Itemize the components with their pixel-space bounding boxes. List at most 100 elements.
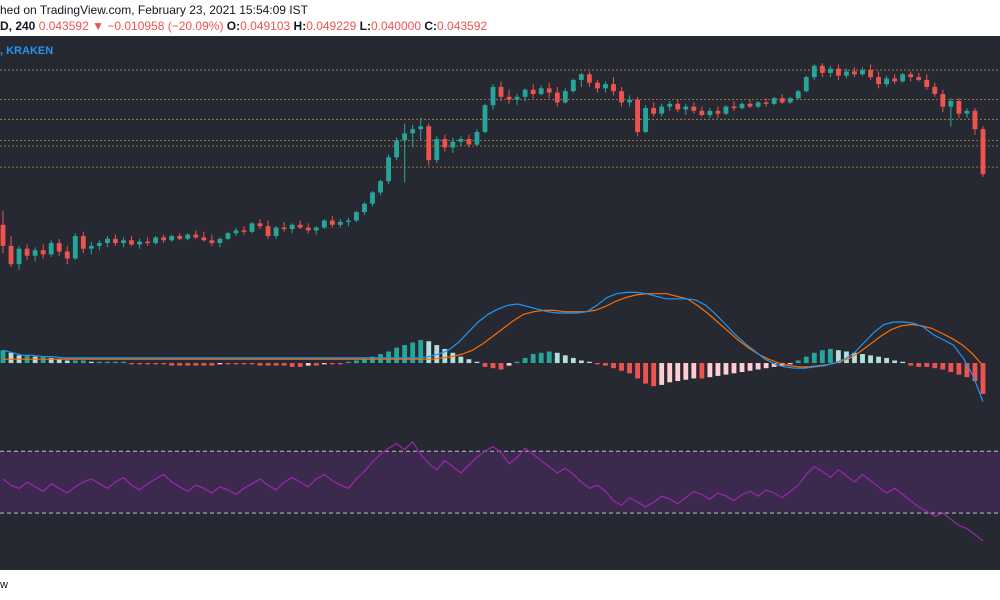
candle-50: [402, 133, 408, 141]
candle-29: [233, 230, 239, 234]
macd-hist-bar-14: [113, 361, 118, 364]
candle-87: [699, 110, 705, 116]
macd-hist-bar-101: [811, 352, 817, 364]
candle-74: [595, 82, 600, 89]
candle-43: [346, 220, 351, 222]
candle-65: [522, 89, 528, 97]
macd-hist-bar-56: [450, 352, 456, 364]
macd-hist-bar-41: [329, 363, 335, 365]
macd-hist-bar-99: [795, 360, 801, 364]
candle-82: [659, 106, 665, 114]
candle-54: [434, 138, 440, 161]
macd-hist-bar-90: [723, 363, 729, 375]
macd-hist-bar-61: [490, 363, 496, 369]
candle-47: [378, 181, 383, 193]
candle-36: [289, 224, 295, 229]
candle-38: [305, 227, 311, 231]
macd-hist-bar-29: [233, 363, 239, 365]
macd-hist-bar-39: [313, 363, 319, 366]
candle-9: [72, 236, 78, 259]
candle-86: [691, 106, 697, 111]
candle-18: [145, 241, 150, 244]
macd-hist-bar-64: [514, 361, 520, 364]
down-arrow-icon: ▼: [92, 19, 104, 33]
macd-hist-bar-100: [803, 356, 809, 364]
candle-7: [56, 243, 62, 252]
candle-53: [426, 126, 432, 161]
candle-17: [137, 241, 142, 245]
macd-hist-bar-118: [948, 363, 954, 373]
candle-26: [209, 240, 215, 244]
candle-23: [185, 234, 191, 239]
candle-66: [530, 89, 536, 94]
candle-108: [868, 70, 873, 78]
macd-hist-bar-74: [595, 363, 600, 365]
macd-hist-bar-114: [916, 363, 922, 367]
candle-72: [578, 74, 584, 80]
chart-header: hed on TradingView.com, February 23, 202…: [0, 0, 1000, 36]
macd-hist-bar-91: [731, 363, 737, 374]
close-value: 0.043592: [437, 19, 488, 33]
macd-hist-bar-95: [763, 363, 769, 369]
candle-51: [410, 129, 416, 134]
candle-59: [474, 131, 480, 145]
macd-hist-bar-63: [506, 363, 512, 366]
macd-hist-bar-110: [884, 357, 890, 364]
macd-hist-bar-68: [546, 351, 552, 364]
macd-hist-bar-83: [667, 363, 673, 383]
macd-hist-bar-72: [578, 360, 584, 364]
candle-35: [281, 227, 287, 229]
candle-5: [40, 250, 46, 255]
pair-interval: D, 240: [0, 19, 36, 33]
macd-hist-bar-20: [161, 363, 167, 365]
candle-27: [217, 238, 223, 244]
macd-hist-bar-80: [643, 363, 649, 384]
candle-102: [819, 65, 825, 73]
candle-19: [153, 237, 159, 244]
candle-3: [24, 248, 30, 256]
candle-110: [884, 78, 890, 85]
macd-hist-bar-35: [281, 363, 287, 366]
macd-hist-bar-106: [852, 352, 857, 364]
candle-119: [956, 101, 962, 114]
macd-hist-bar-120: [964, 363, 970, 378]
candle-121: [972, 110, 978, 130]
macd-hist-bar-103: [827, 348, 833, 364]
macd-hist-bar-48: [386, 351, 391, 364]
macd-hist-bar-6: [48, 357, 54, 364]
macd-hist-bar-38: [305, 363, 311, 366]
candle-109: [876, 77, 881, 85]
candle-48: [386, 157, 391, 182]
candle-34: [273, 227, 279, 237]
candle-55: [442, 138, 448, 148]
candle-63: [506, 96, 512, 100]
macd-hist-bar-94: [755, 363, 761, 370]
macd-hist-bar-21: [169, 363, 175, 366]
chart-canvas[interactable]: [0, 36, 1000, 570]
candle-0: [0, 224, 6, 246]
macd-hist-bar-31: [249, 363, 255, 365]
macd-hist-bar-50: [402, 345, 408, 364]
candle-30: [241, 230, 247, 232]
macd-hist-bar-93: [747, 363, 753, 371]
high-value: 0.049229: [306, 19, 357, 33]
macd-hist-bar-40: [321, 363, 327, 365]
candle-67: [538, 88, 544, 94]
macd-hist-bar-107: [860, 354, 865, 364]
macd-hist-bar-79: [635, 363, 640, 379]
macd-hist-bar-112: [900, 361, 906, 364]
macd-hist-bar-96: [771, 363, 777, 367]
candle-22: [177, 236, 183, 239]
chart-area[interactable]: , KRAKEN Feb3581012151719222: [0, 36, 1000, 598]
candle-64: [514, 96, 520, 100]
macd-hist-bar-51: [410, 342, 416, 364]
candle-4: [32, 250, 38, 256]
candle-31: [249, 223, 255, 232]
macd-hist-bar-53: [426, 341, 432, 364]
macd-hist-bar-58: [466, 359, 472, 364]
macd-hist-bar-32: [257, 363, 263, 366]
candle-62: [498, 86, 504, 97]
candle-81: [651, 108, 657, 114]
macd-hist-bar-9: [72, 360, 78, 364]
candle-40: [321, 220, 327, 228]
